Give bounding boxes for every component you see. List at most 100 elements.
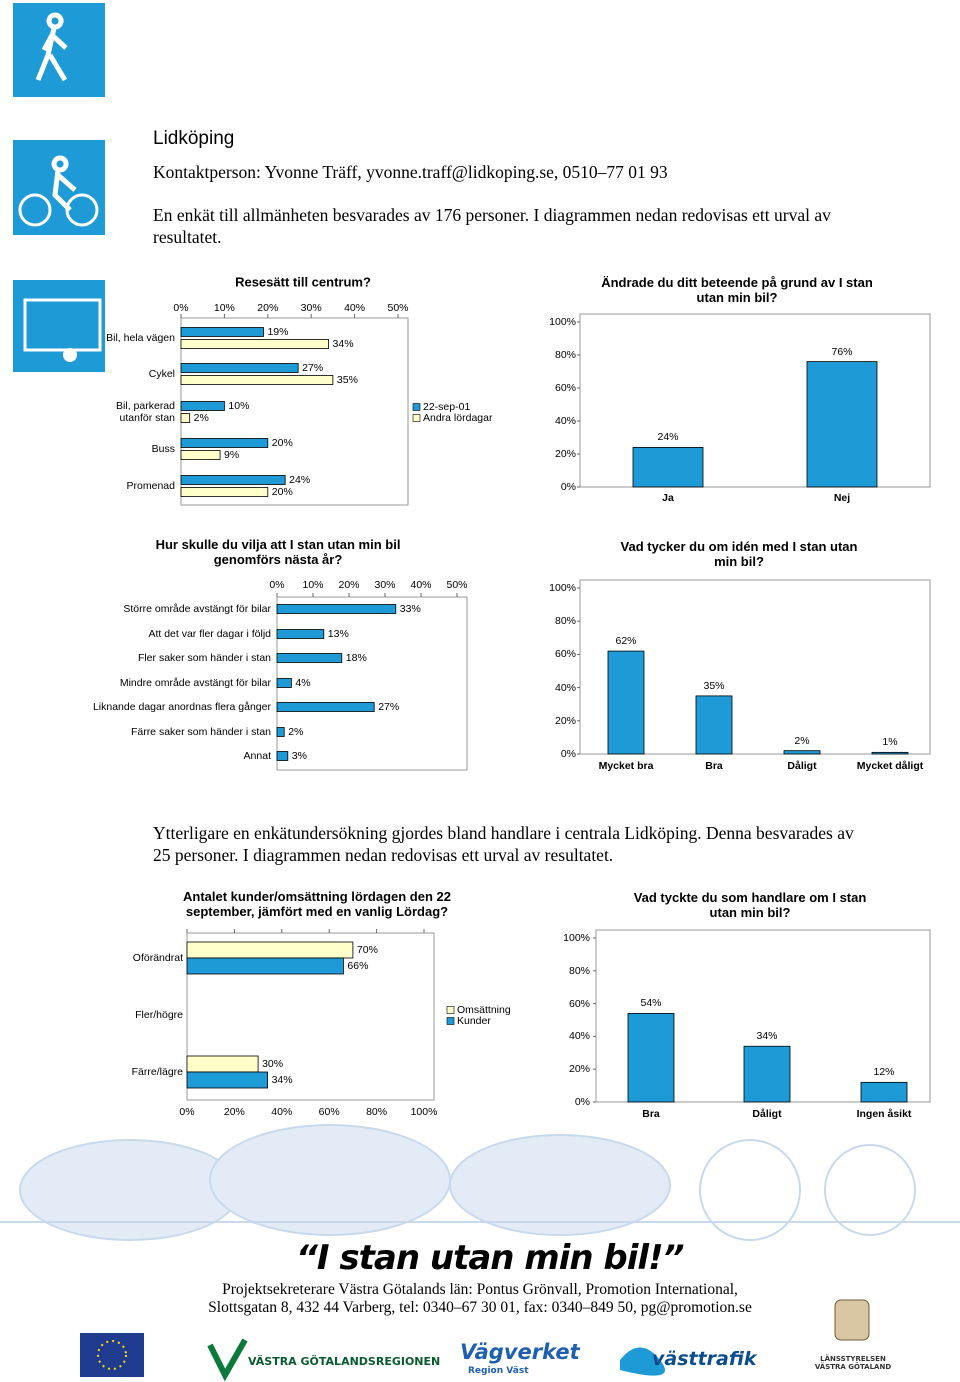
x-tick-label: 30% xyxy=(300,301,322,314)
data-label: 3% xyxy=(291,749,307,762)
wheel-shape xyxy=(824,1144,916,1236)
y-tick-label: 60% xyxy=(554,648,576,661)
data-label: 34% xyxy=(332,337,354,350)
plot-frame xyxy=(579,579,931,755)
x-tick-label: 60% xyxy=(318,1105,340,1118)
x-tick-label: 10% xyxy=(213,301,235,314)
car-shape xyxy=(449,1134,671,1236)
category-label: Ja xyxy=(662,491,674,504)
car-shape xyxy=(209,1124,451,1236)
x-tick-label: 40% xyxy=(271,1105,293,1118)
data-label: 9% xyxy=(224,448,240,461)
y-tick-label: 100% xyxy=(563,931,590,944)
x-tick-label: 0% xyxy=(179,1105,195,1118)
category-label: Att det var fler dagar i följd xyxy=(148,627,271,640)
bar xyxy=(180,413,191,423)
data-label: 2% xyxy=(794,734,810,747)
category-label: Fler saker som händer i stan xyxy=(137,651,271,664)
x-tick-label: 80% xyxy=(366,1105,388,1118)
bar xyxy=(186,941,354,959)
x-tick-label: 50% xyxy=(446,578,468,591)
y-tick-label: 80% xyxy=(554,348,576,361)
category-label: Oförändrat xyxy=(132,951,183,964)
legend-swatch xyxy=(446,1006,455,1014)
section-paragraph: Ytterligare en enkätundersökning gjordes… xyxy=(153,823,854,865)
category-label: Liknande dagar anordnas flera gånger xyxy=(92,700,271,713)
data-label: 35% xyxy=(703,679,725,692)
chart-title: Vad tyckte du som handlare om I stan uta… xyxy=(633,890,867,920)
chart-title: Vad tycker du om idén med I stan utan mi… xyxy=(620,539,858,569)
x-tick-label: 20% xyxy=(338,578,360,591)
data-label: 10% xyxy=(228,399,250,412)
category-label: Dåligt xyxy=(752,1107,782,1120)
bar xyxy=(276,678,292,688)
category-label: Större område avstängt för bilar xyxy=(123,602,271,615)
cyclist-figure xyxy=(51,155,77,212)
x-tick-label: 20% xyxy=(223,1105,245,1118)
footer-line: Projektsekreterare Västra Götalands län:… xyxy=(222,1281,738,1298)
category-label: Mycket bra xyxy=(598,759,654,772)
category-label: Buss xyxy=(151,442,175,455)
y-tick-label: 100% xyxy=(549,315,576,328)
data-label: 24% xyxy=(657,431,679,444)
bar xyxy=(276,653,343,663)
data-label: 62% xyxy=(615,635,637,648)
side-icons xyxy=(13,3,105,372)
eu-stars xyxy=(97,1340,127,1370)
data-label: 2% xyxy=(288,725,304,738)
wheel xyxy=(63,348,77,362)
y-tick-label: 100% xyxy=(549,581,576,594)
y-tick-label: 40% xyxy=(568,1030,590,1043)
bar xyxy=(180,487,269,497)
bus-icon xyxy=(13,280,105,372)
plot-frame xyxy=(579,313,931,488)
data-label: 18% xyxy=(345,651,367,664)
bar xyxy=(180,450,221,460)
y-tick-label: 20% xyxy=(554,714,576,727)
data-label: 30% xyxy=(262,1057,284,1070)
x-tick-label: 40% xyxy=(344,301,366,314)
lansstyrelsen-crest xyxy=(834,1299,870,1341)
bar xyxy=(180,363,299,373)
x-tick-label: 10% xyxy=(302,578,324,591)
data-label: 20% xyxy=(271,485,293,498)
category-label: Nej xyxy=(833,491,851,504)
chart-title: Antalet kunder/omsättning lördagen den 2… xyxy=(183,889,451,919)
plot-frame xyxy=(186,932,435,1101)
chart-title: Hur skulle du vilja att I stan utan min … xyxy=(155,537,401,567)
bar xyxy=(186,957,344,975)
category-label: Annat xyxy=(243,749,271,762)
y-tick-label: 80% xyxy=(554,615,576,628)
data-label: 27% xyxy=(302,361,324,374)
data-label: 2% xyxy=(193,411,209,424)
legend-label: Kunder xyxy=(457,1014,491,1027)
background-cars xyxy=(0,1124,960,1241)
data-label: 13% xyxy=(327,627,349,640)
legend-label: 22-sep-01 xyxy=(423,400,471,413)
y-tick-label: 60% xyxy=(568,997,590,1010)
plot-frame xyxy=(180,317,409,506)
data-label: 1% xyxy=(882,736,898,749)
bar xyxy=(743,1045,791,1103)
category-label: Bil, hela vägen xyxy=(106,331,175,344)
data-label: 19% xyxy=(267,325,289,338)
bar xyxy=(607,650,645,755)
x-tick-label: 40% xyxy=(410,578,432,591)
slogan: “I stan utan min bil!” xyxy=(296,1238,684,1278)
bar xyxy=(806,361,878,488)
y-tick-label: 0% xyxy=(574,1095,590,1108)
y-tick-label: 40% xyxy=(554,681,576,694)
chart-title: Resesätt till centrum? xyxy=(235,274,371,290)
x-tick-label: 0% xyxy=(173,301,189,314)
bar xyxy=(276,751,289,761)
data-label: 54% xyxy=(640,997,662,1010)
bar xyxy=(180,401,225,411)
category-label: Ingen åsikt xyxy=(856,1107,912,1120)
category-label: Bra xyxy=(642,1107,660,1120)
bar xyxy=(632,446,704,488)
intro-paragraph: En enkät till allmänheten besvarades av … xyxy=(153,205,831,247)
data-label: 70% xyxy=(356,943,378,956)
bar xyxy=(180,339,329,349)
bus-body xyxy=(23,298,102,352)
